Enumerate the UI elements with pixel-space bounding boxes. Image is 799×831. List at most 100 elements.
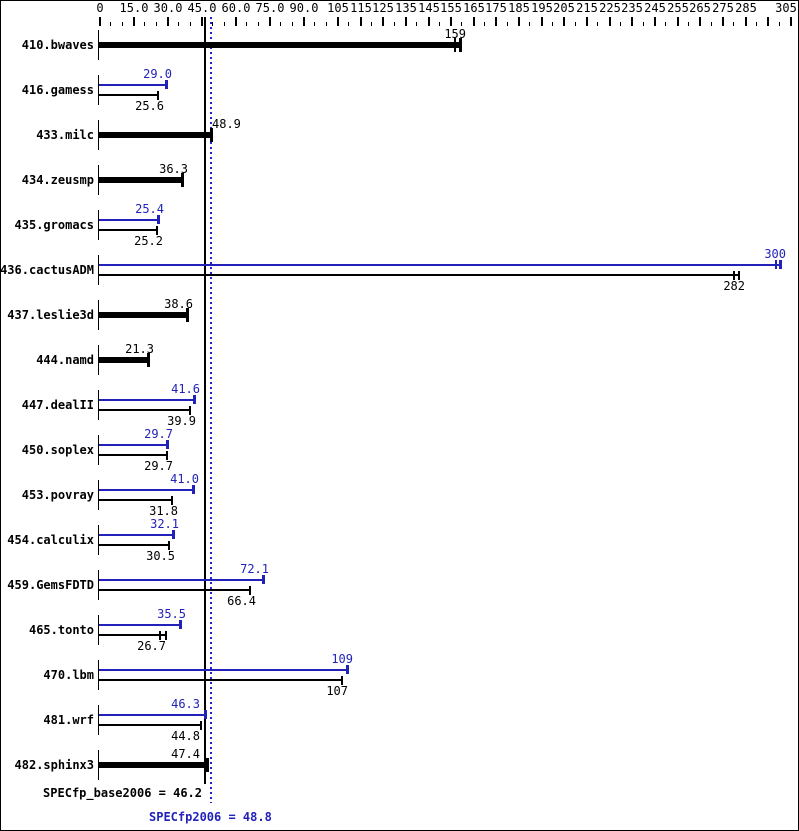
peak-bar (99, 264, 780, 266)
axis-major-tick (609, 17, 611, 26)
benchmark-label: 450.soplex (21, 443, 94, 457)
axis-major-tick (235, 17, 237, 26)
axis-tick-label: 30.0 (153, 1, 183, 15)
base-bar-run-tick (454, 38, 456, 52)
benchmark-label: 435.gromacs (14, 218, 94, 232)
peak-value-label: 109 (331, 652, 353, 666)
axis-major-tick (654, 17, 656, 26)
axis-tick-label: 195 (531, 1, 553, 15)
axis-minor-tick (529, 22, 530, 26)
axis-tick-label: 90.0 (289, 1, 319, 15)
axis-minor-tick (156, 22, 157, 26)
row-axis-tick (98, 390, 99, 420)
row-axis-tick (98, 570, 99, 600)
axis-major-tick (495, 17, 497, 26)
axis-tick-label: 0 (96, 1, 104, 15)
peak-value-label: 32.1 (150, 517, 179, 531)
base-value-label: 66.4 (227, 594, 256, 608)
axis-tick-label: 60.0 (221, 1, 251, 15)
base-value-label: 25.2 (134, 234, 163, 248)
peak-mean-label: SPECfp2006 = 48.8 (149, 810, 272, 824)
row-axis-tick (98, 660, 99, 690)
axis-major-tick (133, 17, 135, 26)
axis-minor-tick (756, 22, 757, 26)
axis-minor-tick (178, 22, 179, 26)
axis-major-tick (631, 17, 633, 26)
peak-value-label: 29.7 (144, 427, 173, 441)
base-value-label: 21.3 (125, 342, 154, 356)
axis-major-tick (99, 17, 101, 26)
axis-minor-tick (643, 22, 644, 26)
axis-major-tick (428, 17, 430, 26)
axis-tick-label: 105 (327, 1, 349, 15)
axis-major-tick (790, 17, 792, 26)
base-bar-end-tick (171, 496, 173, 505)
axis-minor-tick (665, 22, 666, 26)
peak-bar-end-tick (262, 575, 265, 584)
base-bar-end-tick (168, 541, 170, 550)
axis-tick-label: 115 (350, 1, 372, 15)
axis-minor-tick (484, 22, 485, 26)
peak-bar (99, 444, 167, 446)
base-bar (99, 132, 211, 138)
axis-tick-label: 165 (463, 1, 485, 15)
peak-bar-end-tick (179, 620, 182, 629)
axis-minor-tick (212, 22, 213, 26)
base-value-label: 47.4 (171, 747, 200, 761)
peak-value-label: 29.0 (143, 67, 172, 81)
axis-minor-tick (507, 22, 508, 26)
peak-bar (99, 669, 347, 671)
axis-tick-label: 265 (689, 1, 711, 15)
peak-bar (99, 489, 193, 491)
benchmark-label: 434.zeusmp (21, 173, 94, 187)
benchmark-label: 470.lbm (43, 668, 94, 682)
base-value-label: 107 (326, 684, 348, 698)
benchmark-label: 447.dealII (21, 398, 94, 412)
base-bar-end-tick (210, 128, 213, 142)
peak-bar-end-tick (346, 665, 349, 674)
base-bar-end-tick (200, 721, 202, 730)
base-bar-end-tick (147, 353, 150, 367)
axis-minor-tick (326, 22, 327, 26)
axis-tick-label: 305 (775, 1, 797, 15)
base-bar (99, 312, 187, 318)
peak-bar-end-tick (193, 395, 196, 404)
benchmark-label: 465.tonto (28, 623, 94, 637)
row-axis-tick (98, 480, 99, 510)
row-axis-tick (98, 705, 99, 735)
axis-tick-label: 155 (440, 1, 462, 15)
axis-major-tick (518, 17, 520, 26)
base-bar-end-tick (166, 451, 168, 460)
row-axis-tick (98, 210, 99, 240)
base-bar-run-tick (733, 271, 735, 280)
base-value-label: 48.9 (212, 117, 241, 131)
axis-tick-label: 225 (599, 1, 621, 15)
axis-minor-tick (280, 22, 281, 26)
axis-minor-tick (371, 22, 372, 26)
axis-minor-tick (110, 22, 111, 26)
peak-value-label: 46.3 (171, 697, 200, 711)
base-value-label: 30.5 (146, 549, 175, 563)
axis-major-tick (745, 17, 747, 26)
axis-major-tick (473, 17, 475, 26)
base-bar (99, 42, 460, 48)
axis-tick-label: 255 (667, 1, 689, 15)
base-value-label: 44.8 (171, 729, 200, 743)
axis-major-tick (586, 17, 588, 26)
axis-minor-tick (552, 22, 553, 26)
benchmark-label: 436.cactusADM (0, 263, 94, 277)
base-bar (99, 762, 207, 768)
peak-bar (99, 624, 180, 626)
axis-tick-label: 175 (485, 1, 507, 15)
axis-tick-label: 205 (553, 1, 575, 15)
axis-major-tick (201, 17, 203, 26)
row-axis-tick (98, 525, 99, 555)
peak-bar-run-tick (775, 260, 777, 269)
axis-major-tick (677, 17, 679, 26)
axis-tick-label: 45.0 (187, 1, 217, 15)
base-bar-end-tick (738, 271, 740, 280)
base-bar-end-tick (459, 38, 462, 52)
base-bar (99, 409, 190, 411)
peak-bar (99, 399, 194, 401)
